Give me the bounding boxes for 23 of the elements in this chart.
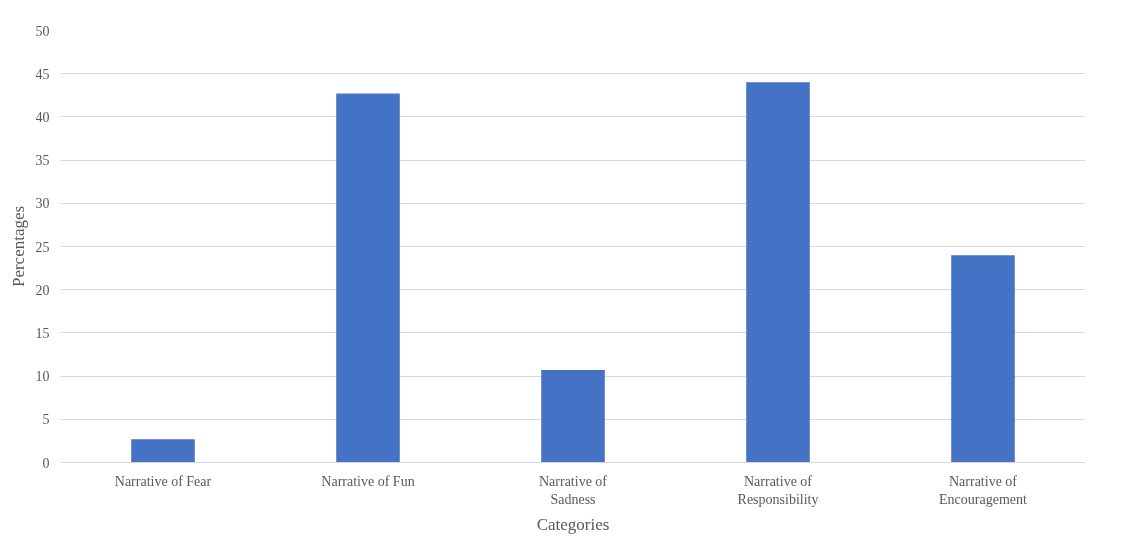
x-tick-label: Narrative of Responsibility [737, 473, 819, 507]
y-tick-label: 35 [35, 153, 50, 169]
y-tick-label: 5 [42, 412, 50, 428]
bar [951, 255, 1015, 463]
y-tick-label: 0 [42, 455, 50, 471]
x-tick-label: Narrative of Encouragement [939, 473, 1028, 507]
y-tick-label: 20 [35, 282, 50, 298]
bar [131, 439, 195, 463]
y-tick-label: 10 [35, 369, 50, 385]
x-tick-label: Narrative of Fun [321, 473, 415, 489]
y-tick-label: 25 [35, 239, 50, 255]
y-axis-title: Percentages [8, 205, 28, 288]
y-tick-label: 45 [35, 66, 50, 82]
y-tick-label: 15 [35, 325, 50, 341]
x-tick-label: Narrative of Sadness [538, 473, 608, 507]
y-tick-label: 40 [35, 109, 50, 125]
x-axis-title: Categories [536, 514, 610, 534]
bar [746, 82, 810, 463]
y-tick-label: 30 [35, 196, 50, 212]
x-tick-label: Narrative of Fear [114, 473, 212, 489]
bar [541, 370, 605, 463]
y-tick-label: 50 [35, 23, 50, 39]
bar [336, 93, 400, 463]
